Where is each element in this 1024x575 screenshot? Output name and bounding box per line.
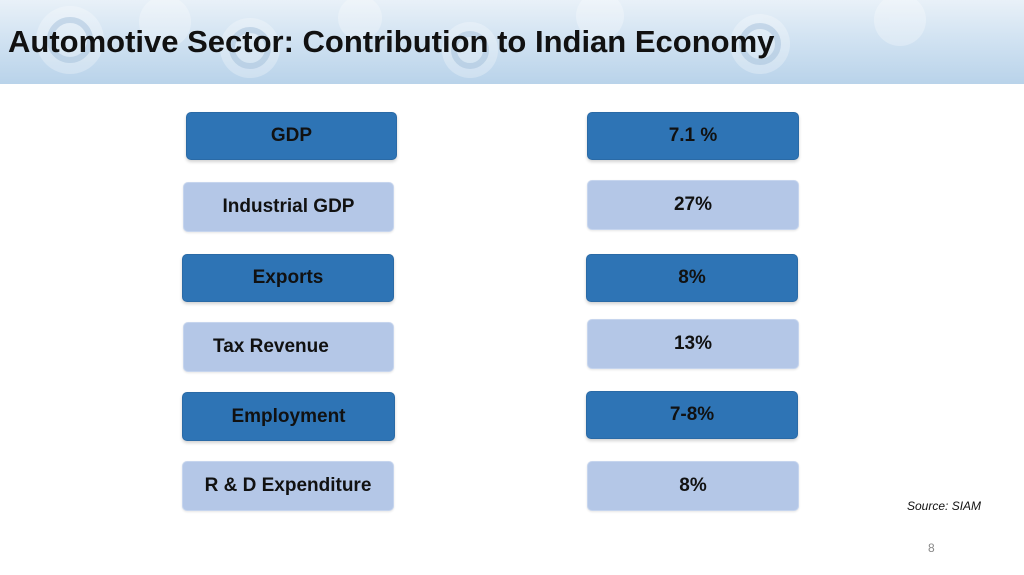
label-box-exports: Exports [182,254,394,302]
header-band: Automotive Sector: Contribution to India… [0,0,1024,84]
source-note: Source: SIAM [907,499,982,513]
value-box-rd-expenditure: 8% [587,461,799,511]
label-box-tax-revenue: Tax Revenue [183,322,394,372]
value-box-employment: 7-8% [586,391,798,439]
label-box-gdp: GDP [186,112,397,160]
value-box-industrial-gdp: 27% [587,180,799,230]
value-box-gdp: 7.1 % [587,112,799,160]
label-box-rd-expenditure: R & D Expenditure [182,461,394,511]
label-box-employment: Employment [182,392,395,441]
page-number: 8 [928,541,935,555]
label-box-industrial-gdp: Industrial GDP [183,182,394,232]
header-gear-graphic [36,0,926,78]
value-box-tax-revenue: 13% [587,319,799,369]
value-box-exports: 8% [586,254,798,302]
slide-title: Automotive Sector: Contribution to India… [8,24,775,59]
